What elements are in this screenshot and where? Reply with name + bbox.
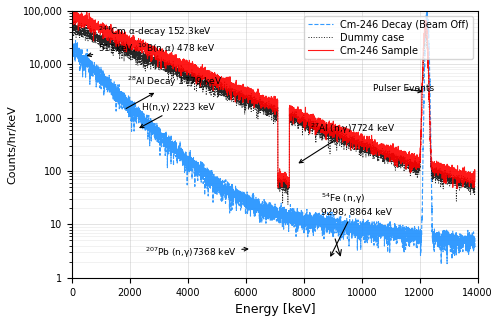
Cm-246 Decay (Beam Off) xyxy=(331,222,337,226)
Cm-246 Decay (Beam Off) xyxy=(400,236,406,240)
Text: $^{207}$Pb (n,γ)7368 keV: $^{207}$Pb (n,γ)7368 keV xyxy=(144,245,248,259)
Dummy case xyxy=(370,148,376,152)
Cm-246 Sample xyxy=(70,13,75,16)
X-axis label: Energy [keV]: Energy [keV] xyxy=(234,303,315,316)
Cm-246 Sample xyxy=(454,187,460,191)
Text: $^{244}$Cm α-decay 152.3keV
511keV, $^{10}$B(n,α) 478 keV: $^{244}$Cm α-decay 152.3keV 511keV, $^{1… xyxy=(88,25,216,57)
Text: $^{54}$Fe (n,γ)
9298, 8864 keV: $^{54}$Fe (n,γ) 9298, 8864 keV xyxy=(322,192,392,256)
Cm-246 Sample xyxy=(331,126,337,130)
Legend: Cm-246 Decay (Beam Off), Dummy case, Cm-246 Sample: Cm-246 Decay (Beam Off), Dummy case, Cm-… xyxy=(304,16,473,59)
Text: Pulser Events: Pulser Events xyxy=(374,84,434,93)
Cm-246 Decay (Beam Off) xyxy=(424,10,430,14)
Cm-246 Sample xyxy=(142,40,148,44)
Cm-246 Decay (Beam Off) xyxy=(438,262,444,266)
Cm-246 Decay (Beam Off) xyxy=(142,121,148,125)
Dummy case xyxy=(142,59,148,63)
Cm-246 Sample xyxy=(400,157,406,161)
Dummy case xyxy=(285,203,291,206)
Dummy case xyxy=(472,182,478,186)
Line: Cm-246 Sample: Cm-246 Sample xyxy=(72,11,475,189)
Cm-246 Decay (Beam Off) xyxy=(70,50,75,54)
Dummy case xyxy=(400,157,406,161)
Dummy case xyxy=(70,27,75,31)
Text: $^{27}$Al (n,γ)7724 keV: $^{27}$Al (n,γ)7724 keV xyxy=(300,122,395,163)
Y-axis label: Counts/hr/keV: Counts/hr/keV xyxy=(7,105,17,184)
Line: Cm-246 Decay (Beam Off): Cm-246 Decay (Beam Off) xyxy=(72,12,475,264)
Cm-246 Sample xyxy=(472,180,478,184)
Dummy case xyxy=(223,85,229,89)
Cm-246 Sample xyxy=(311,120,317,124)
Dummy case xyxy=(332,138,338,141)
Cm-246 Decay (Beam Off) xyxy=(310,213,316,217)
Cm-246 Sample xyxy=(72,9,78,13)
Cm-246 Sample xyxy=(370,146,376,150)
Dummy case xyxy=(72,19,78,23)
Text: H(n,γ) 2223 keV: H(n,γ) 2223 keV xyxy=(140,103,214,128)
Line: Dummy case: Dummy case xyxy=(72,21,475,204)
Cm-246 Sample xyxy=(223,75,229,79)
Cm-246 Decay (Beam Off) xyxy=(223,187,229,191)
Dummy case xyxy=(311,126,317,130)
Text: $^{28}$Al Decay 1779 keV: $^{28}$Al Decay 1779 keV xyxy=(126,74,222,109)
Cm-246 Decay (Beam Off) xyxy=(472,241,478,245)
Cm-246 Decay (Beam Off) xyxy=(370,227,376,231)
